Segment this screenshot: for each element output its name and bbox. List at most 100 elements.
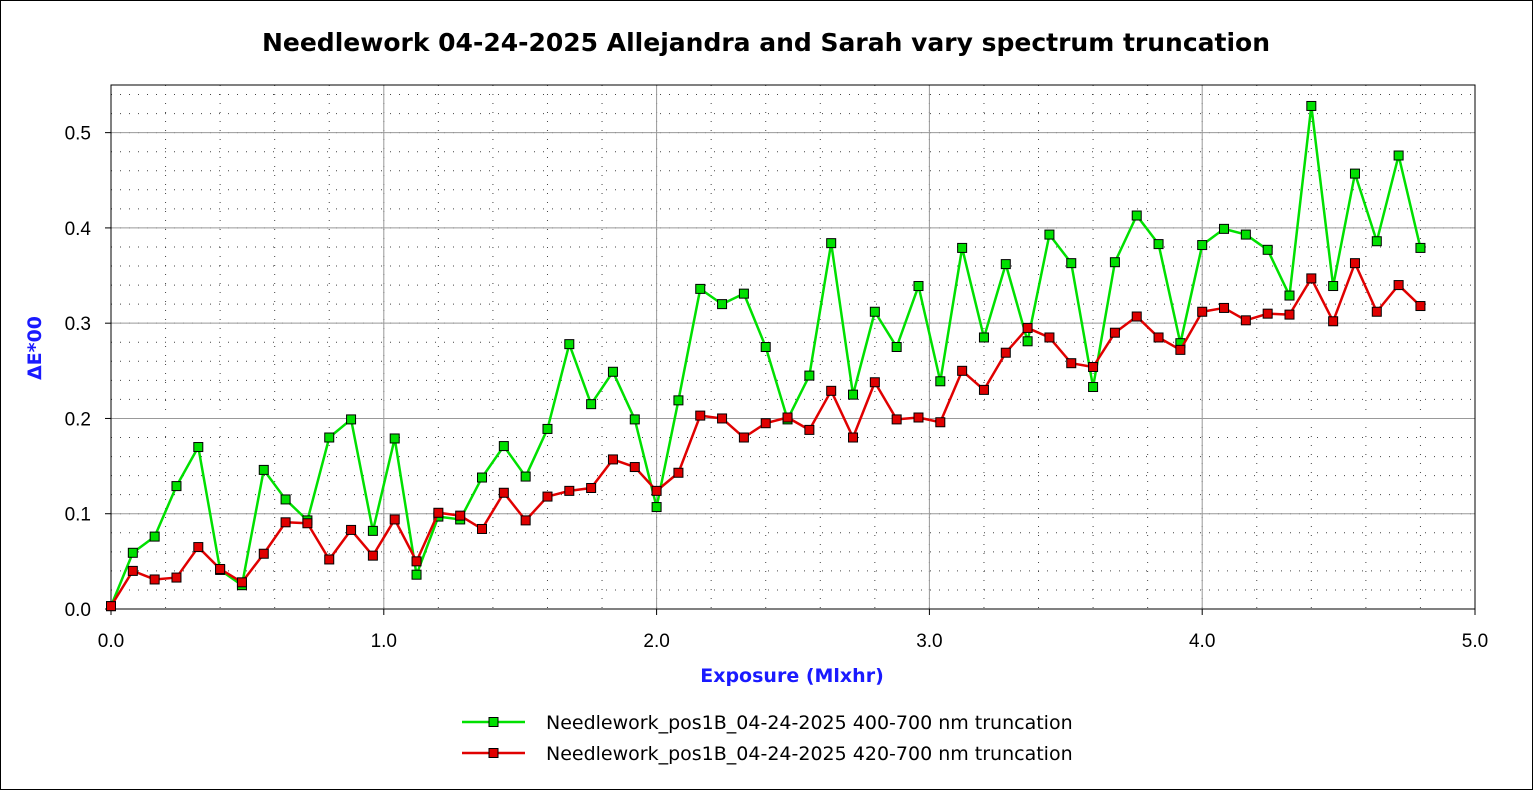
x-tick-label: 1.0 xyxy=(371,631,397,652)
data-point xyxy=(367,525,378,536)
data-point xyxy=(302,518,313,529)
legend-label: Needlework_pos1B_04-24-2025 420-700 nm t… xyxy=(546,743,1073,765)
data-point xyxy=(1109,327,1120,338)
data-point xyxy=(236,577,247,588)
major-gridlines xyxy=(110,85,1476,610)
data-point xyxy=(1306,273,1317,284)
data-point xyxy=(520,471,531,482)
data-point xyxy=(717,413,728,424)
data-point xyxy=(1088,362,1099,373)
data-point xyxy=(978,332,989,343)
data-point xyxy=(891,414,902,425)
data-point xyxy=(389,433,400,444)
data-point xyxy=(1044,229,1055,240)
x-axis-label: Exposure (Mlxhr) xyxy=(700,665,884,687)
data-point xyxy=(760,342,771,352)
data-point xyxy=(1371,306,1382,317)
data-point xyxy=(1284,309,1295,320)
data-point xyxy=(957,242,968,253)
data-point xyxy=(1328,281,1339,292)
data-point xyxy=(1328,316,1339,327)
data-point xyxy=(607,454,618,465)
data-point xyxy=(258,464,269,475)
data-point xyxy=(1219,223,1230,234)
data-point xyxy=(498,487,509,498)
data-point xyxy=(1044,332,1055,343)
legend-item: Needlework_pos1B_04-24-2025 400-700 nm t… xyxy=(462,712,1073,734)
data-point xyxy=(586,399,597,410)
legend-label: Needlework_pos1B_04-24-2025 400-700 nm t… xyxy=(546,712,1073,734)
data-point xyxy=(629,462,640,473)
y-tick-label: 0.1 xyxy=(65,505,91,526)
data-point xyxy=(411,569,422,580)
legend-marker xyxy=(488,748,499,758)
data-point xyxy=(1022,336,1033,347)
data-point xyxy=(1197,306,1208,317)
data-point xyxy=(629,414,640,425)
data-point xyxy=(869,377,880,388)
x-tick-label: 2.0 xyxy=(643,631,669,652)
data-point xyxy=(193,442,204,453)
axes: 0.0 1.0 2.0 3.0 4.0 5.0 0.0 0.1 0.2 0.3 0.4 0.5 xyxy=(65,124,1489,652)
data-point xyxy=(1066,258,1077,269)
data-point xyxy=(171,481,182,492)
data-point xyxy=(607,366,618,377)
data-point xyxy=(477,523,488,534)
data-point xyxy=(804,424,815,435)
data-point xyxy=(564,485,575,496)
data-point xyxy=(149,574,160,585)
data-point xyxy=(1131,311,1142,322)
data-point xyxy=(957,365,968,376)
y-tick-label: 0.3 xyxy=(65,314,91,335)
data-point xyxy=(826,238,837,249)
data-point xyxy=(1153,332,1164,343)
y-tick-label: 0.4 xyxy=(65,219,92,240)
data-point xyxy=(586,483,597,494)
data-point xyxy=(433,507,444,518)
x-tick-label: 0.0 xyxy=(98,631,124,652)
data-point xyxy=(1197,240,1208,251)
data-point xyxy=(1175,344,1186,355)
data-point xyxy=(1371,236,1382,247)
data-point xyxy=(127,565,138,576)
x-tick-label: 5.0 xyxy=(1462,631,1488,652)
x-tick-label: 4.0 xyxy=(1189,631,1215,652)
data-point xyxy=(1240,315,1251,326)
data-point xyxy=(913,281,924,292)
data-point xyxy=(171,572,182,583)
y-axis-label: ΔE*00 xyxy=(24,316,46,380)
data-point xyxy=(695,410,706,421)
series-2 xyxy=(106,258,1426,612)
series-line xyxy=(109,261,1422,607)
data-point xyxy=(738,288,749,299)
data-point xyxy=(935,376,946,387)
data-point xyxy=(106,601,116,612)
data-point xyxy=(280,517,291,528)
data-point xyxy=(1262,244,1273,255)
data-point xyxy=(149,531,160,542)
data-point xyxy=(367,550,378,561)
data-point xyxy=(258,548,269,559)
data-point xyxy=(869,306,880,317)
data-point xyxy=(477,472,488,483)
legend-marker xyxy=(488,717,499,727)
data-point xyxy=(891,342,902,352)
data-point xyxy=(1000,347,1011,358)
data-point xyxy=(1393,280,1404,291)
legend-item: Needlework_pos1B_04-24-2025 420-700 nm t… xyxy=(462,743,1073,765)
data-point xyxy=(651,502,662,513)
data-point xyxy=(389,514,400,525)
plot-area xyxy=(110,84,1476,610)
data-point xyxy=(346,524,357,535)
y-tick-label: 0.5 xyxy=(65,124,91,145)
data-point xyxy=(1088,382,1099,393)
data-point xyxy=(542,491,553,502)
data-point xyxy=(411,556,422,567)
data-point xyxy=(1284,290,1295,301)
data-point xyxy=(935,417,946,428)
data-point xyxy=(804,370,815,381)
data-point xyxy=(215,563,226,574)
data-point xyxy=(324,432,335,443)
data-point xyxy=(673,395,684,406)
